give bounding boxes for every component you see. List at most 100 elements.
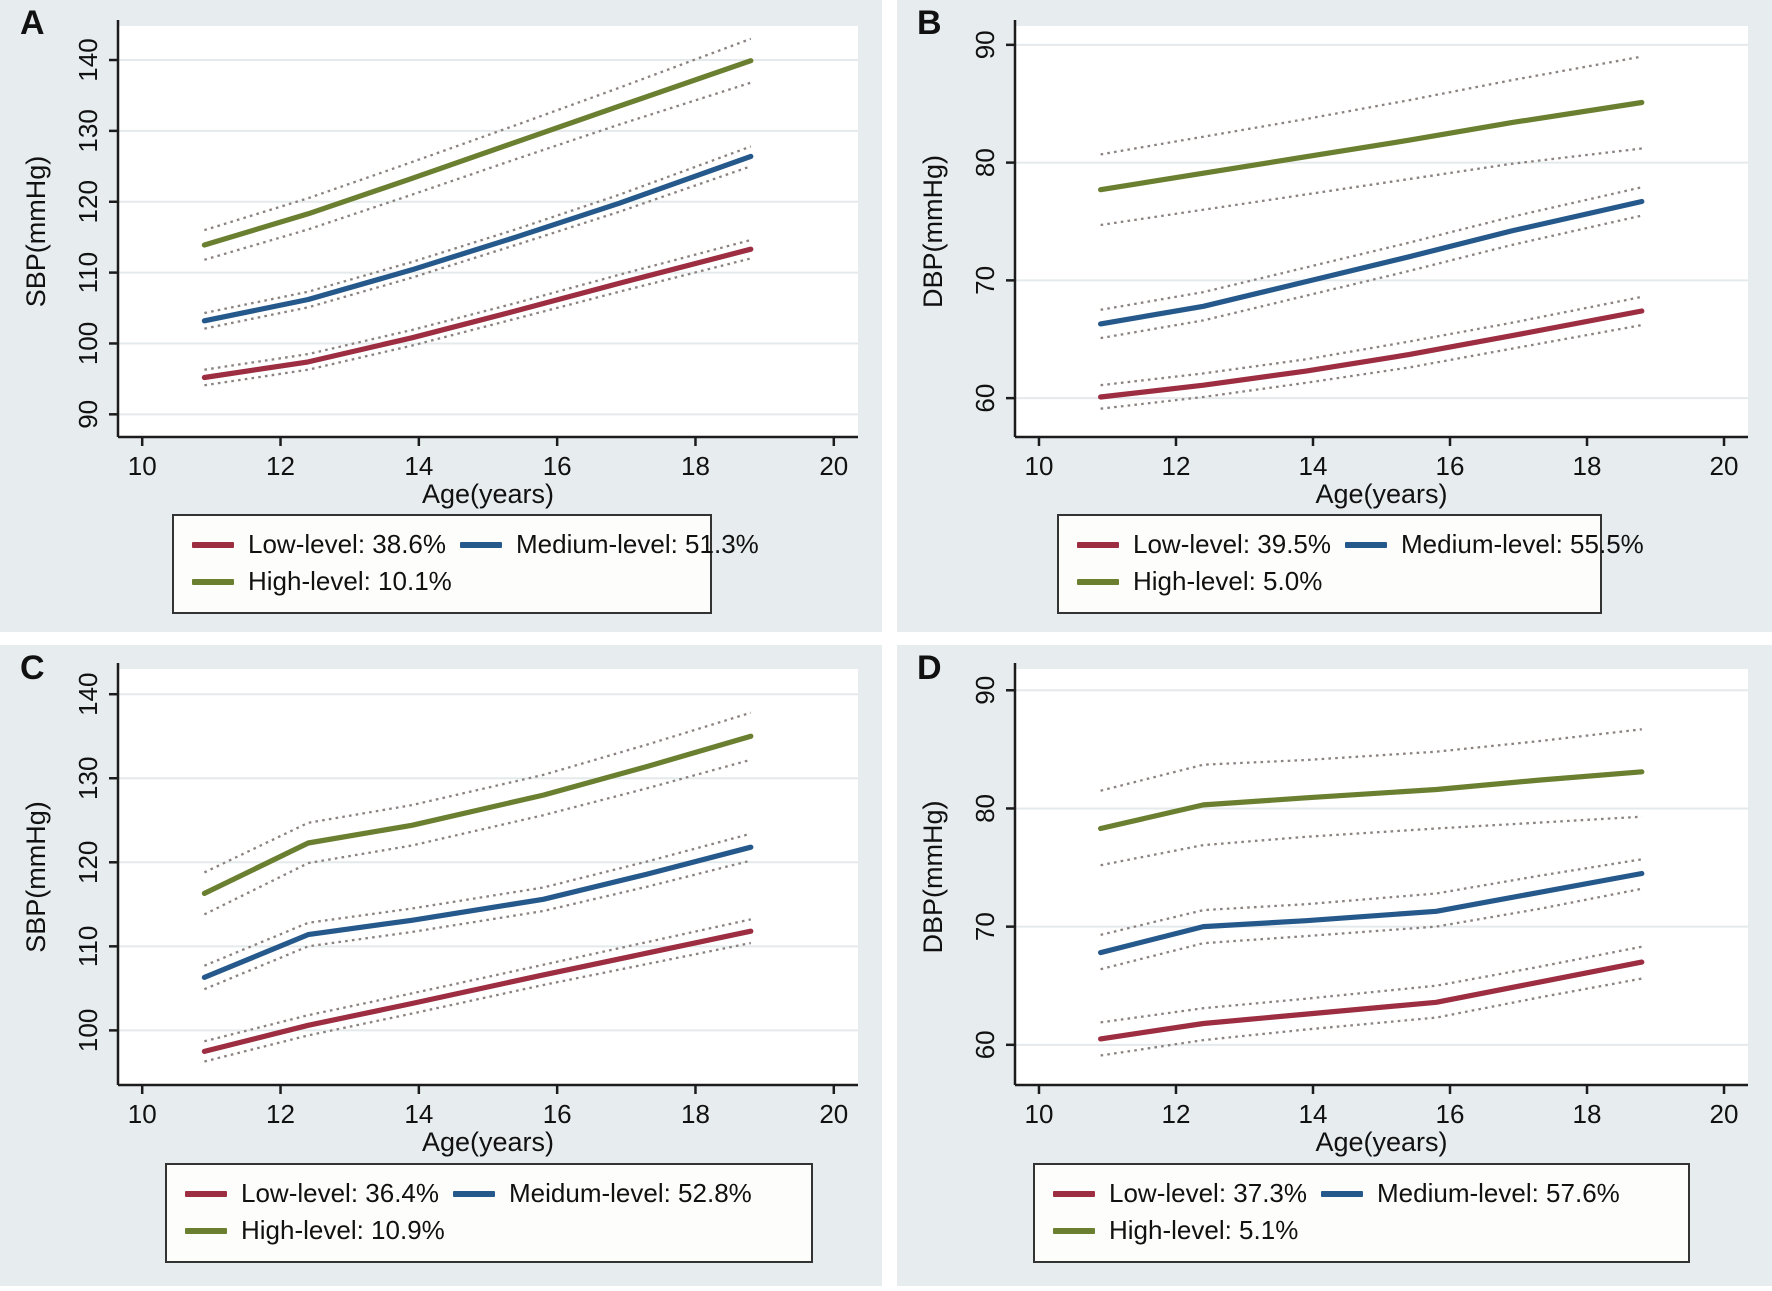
medium-level-swatch — [460, 541, 502, 548]
panel-b-legend: Low-level: 39.5% Medium-level: 55.5% Hig… — [1057, 514, 1644, 614]
low-level-swatch — [192, 541, 234, 548]
svg-text:Age(years): Age(years) — [1315, 1127, 1447, 1157]
high-level-swatch — [192, 578, 234, 585]
panel-c-chart: 10 12 14 16 18 20 100 110 120 130 140 Age(years) SBP… — [21, 663, 858, 1157]
svg-text:100: 100 — [73, 1009, 103, 1052]
legend-label-medium: Medium-level: 57.6% — [1377, 1178, 1620, 1208]
legend-item-high: High-level: 10.9% — [185, 1212, 447, 1249]
svg-text:110: 110 — [73, 252, 103, 293]
svg-text:110: 110 — [73, 926, 103, 967]
svg-text:14: 14 — [1299, 1099, 1328, 1129]
svg-text:SBP(mmHg): SBP(mmHg) — [21, 801, 51, 953]
svg-text:70: 70 — [970, 912, 1000, 941]
legend-label-low: Low-level: 36.4% — [241, 1178, 439, 1208]
high-level-swatch — [1077, 578, 1119, 585]
legend-label-medium: Medium-level: 51.3% — [516, 529, 759, 559]
legend-item-high: High-level: 10.1% — [192, 563, 454, 600]
low-level-swatch — [1053, 1190, 1095, 1197]
svg-text:12: 12 — [266, 1099, 295, 1129]
svg-text:130: 130 — [73, 757, 103, 800]
medium-level-swatch — [453, 1190, 495, 1197]
legend-item-low: Low-level: 37.3% — [1053, 1175, 1315, 1212]
svg-text:18: 18 — [681, 451, 710, 481]
svg-text:18: 18 — [1573, 451, 1602, 481]
panel-b-chart: 10 12 14 16 18 20 60 70 80 90 Age(years) DBP(mmHg) — [918, 20, 1748, 509]
svg-text:16: 16 — [543, 451, 572, 481]
svg-text:70: 70 — [970, 266, 1000, 295]
svg-text:120: 120 — [73, 841, 103, 884]
legend-item-low: Low-level: 38.6% — [192, 526, 454, 563]
svg-text:10: 10 — [1025, 1099, 1054, 1129]
legend-label-medium: Meidum-level: 52.8% — [509, 1178, 752, 1208]
panel-d-chart: 10 12 14 16 18 20 60 70 80 90 Age(years) DBP(mmHg) — [918, 663, 1748, 1157]
svg-text:DBP(mmHg): DBP(mmHg) — [918, 155, 948, 308]
panel-d-letter: D — [917, 649, 943, 687]
svg-text:SBP(mmHg): SBP(mmHg) — [21, 156, 51, 308]
svg-text:60: 60 — [970, 384, 1000, 413]
legend-label-medium: Medium-level: 55.5% — [1401, 529, 1644, 559]
panel-a-legend: Low-level: 38.6% Medium-level: 51.3% Hig… — [172, 514, 759, 614]
svg-text:100: 100 — [73, 322, 103, 365]
svg-text:10: 10 — [1025, 451, 1054, 481]
svg-text:12: 12 — [266, 451, 295, 481]
svg-text:14: 14 — [404, 1099, 433, 1129]
svg-text:14: 14 — [1299, 451, 1328, 481]
medium-level-swatch — [1321, 1190, 1363, 1197]
svg-text:130: 130 — [73, 109, 103, 152]
panel-b-letter: B — [917, 4, 943, 42]
svg-text:DBP(mmHg): DBP(mmHg) — [918, 801, 948, 954]
medium-level-swatch — [1345, 541, 1387, 548]
legend-item-medium: Medium-level: 57.6% — [1321, 1175, 1670, 1212]
legend-label-low: Low-level: 37.3% — [1109, 1178, 1307, 1208]
legend-label-high: High-level: 5.0% — [1133, 566, 1323, 596]
panel-a-letter: A — [20, 4, 46, 42]
svg-text:Age(years): Age(years) — [422, 479, 554, 509]
svg-text:18: 18 — [1573, 1099, 1602, 1129]
svg-text:Age(years): Age(years) — [1315, 479, 1447, 509]
panel-d-legend: Low-level: 37.3% Medium-level: 57.6% Hig… — [1033, 1163, 1690, 1263]
legend-item-medium: Medium-level: 51.3% — [460, 526, 759, 563]
legend-label-high: High-level: 10.1% — [248, 566, 452, 596]
legend-item-medium: Medium-level: 55.5% — [1345, 526, 1644, 563]
panel-c: 10 12 14 16 18 20 100 110 120 130 140 Age(years) SBP… — [0, 645, 882, 1286]
high-level-swatch — [185, 1227, 227, 1234]
panel-c-letter: C — [20, 649, 46, 687]
svg-text:20: 20 — [1710, 451, 1739, 481]
svg-text:90: 90 — [970, 676, 1000, 705]
svg-text:10: 10 — [128, 451, 157, 481]
svg-text:20: 20 — [819, 451, 848, 481]
legend-item-high: High-level: 5.0% — [1077, 563, 1339, 600]
svg-text:120: 120 — [73, 180, 103, 223]
svg-text:Age(years): Age(years) — [422, 1127, 554, 1157]
legend-item-low: Low-level: 36.4% — [185, 1175, 447, 1212]
legend-item-medium: Meidum-level: 52.8% — [453, 1175, 793, 1212]
svg-text:80: 80 — [970, 148, 1000, 177]
svg-text:12: 12 — [1162, 451, 1191, 481]
svg-text:16: 16 — [1436, 451, 1465, 481]
legend-item-low: Low-level: 39.5% — [1077, 526, 1339, 563]
svg-text:20: 20 — [819, 1099, 848, 1129]
svg-text:12: 12 — [1162, 1099, 1191, 1129]
legend-label-high: High-level: 10.9% — [241, 1215, 445, 1245]
legend-label-low: Low-level: 38.6% — [248, 529, 446, 559]
svg-text:90: 90 — [73, 400, 103, 429]
panel-b: 10 12 14 16 18 20 60 70 80 90 Age(years) DBP(mmHg) … — [897, 0, 1772, 632]
low-level-swatch — [185, 1190, 227, 1197]
svg-text:16: 16 — [543, 1099, 572, 1129]
panel-a: 10 12 14 16 18 20 90 100 110 120 130 140 Age(years) S… — [0, 0, 882, 632]
svg-text:80: 80 — [970, 794, 1000, 823]
svg-text:90: 90 — [970, 30, 1000, 59]
panel-c-legend: Low-level: 36.4% Meidum-level: 52.8% Hig… — [165, 1163, 813, 1263]
svg-text:14: 14 — [404, 451, 433, 481]
svg-text:140: 140 — [73, 673, 103, 716]
low-level-swatch — [1077, 541, 1119, 548]
legend-label-high: High-level: 5.1% — [1109, 1215, 1299, 1245]
panel-a-chart: 10 12 14 16 18 20 90 100 110 120 130 140 Age(years) S… — [21, 20, 858, 509]
svg-text:18: 18 — [681, 1099, 710, 1129]
svg-text:60: 60 — [970, 1030, 1000, 1059]
svg-text:20: 20 — [1710, 1099, 1739, 1129]
legend-label-low: Low-level: 39.5% — [1133, 529, 1331, 559]
svg-text:10: 10 — [128, 1099, 157, 1129]
svg-text:140: 140 — [73, 38, 103, 81]
